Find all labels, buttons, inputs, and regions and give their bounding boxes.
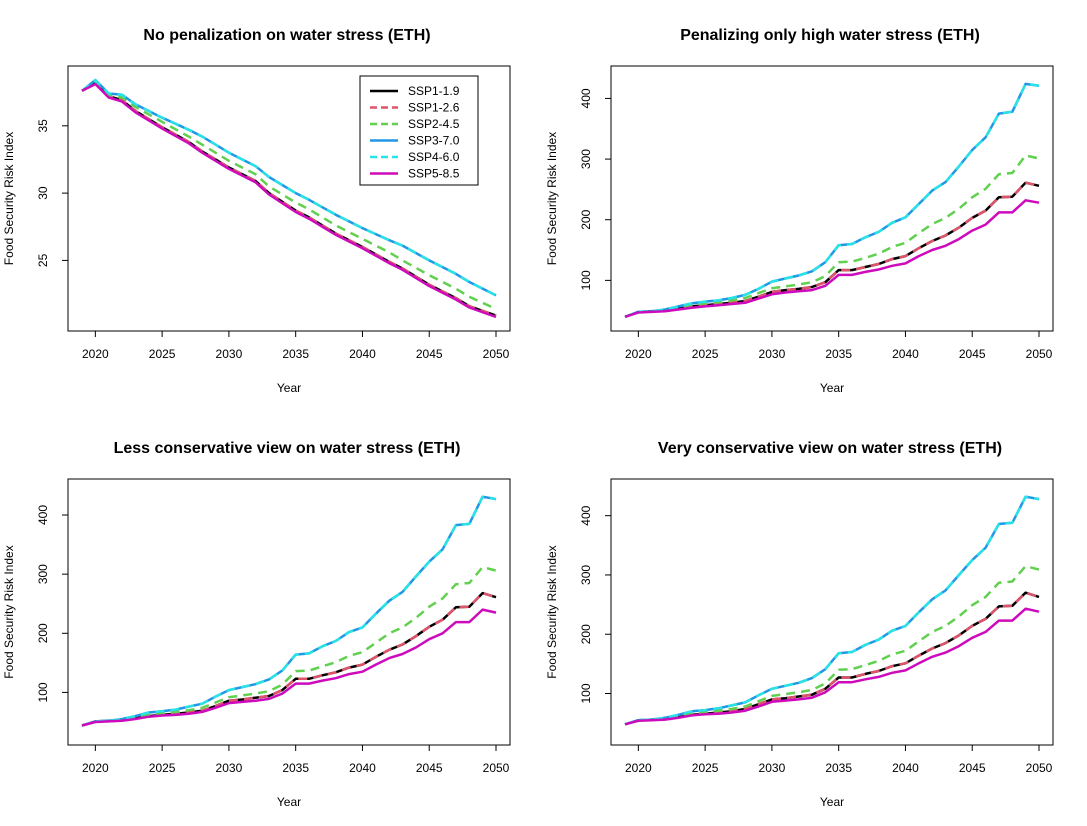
series-line-ssp2-4-5 xyxy=(624,154,1040,318)
chart-title: Less conservative view on water stress (… xyxy=(114,440,461,457)
legend-label: SSP1-2.6 xyxy=(408,101,460,115)
y-tick-label: 30 xyxy=(36,186,50,200)
series-line-ssp3-7-0 xyxy=(624,495,1040,726)
legend: SSP1-1.9 SSP1-2.6 SSP2-4.5 SSP3-7.0 SSP4-6.0… xyxy=(359,75,479,186)
y-axis: 100 200 300 400 xyxy=(36,505,69,702)
series-line-ssp5-8-5 xyxy=(81,82,497,319)
series-line-ssp4-6-0 xyxy=(81,78,497,297)
legend-label: SSP4-6.0 xyxy=(408,150,460,164)
series-line-ssp1-2-6 xyxy=(81,591,497,727)
x-tick-label: 2035 xyxy=(282,761,309,775)
legend-label: SSP5-8.5 xyxy=(408,167,460,181)
series-line-ssp1-1-9 xyxy=(624,591,1040,726)
series-line-ssp2-4-5 xyxy=(624,564,1040,726)
x-tick-label: 2040 xyxy=(892,761,919,775)
x-tick-label: 2040 xyxy=(349,347,376,361)
x-tick-label: 2040 xyxy=(349,761,376,775)
y-tick-label: 400 xyxy=(579,505,593,525)
series-line-ssp4-6-0 xyxy=(81,495,497,727)
x-tick-label: 2020 xyxy=(82,347,109,361)
x-tick-label: 2040 xyxy=(892,347,919,361)
x-tick-label: 2030 xyxy=(759,761,786,775)
x-tick-label: 2020 xyxy=(625,347,652,361)
x-tick-label: 2025 xyxy=(149,761,176,775)
y-axis-label: Food Security Risk Index xyxy=(2,132,16,265)
series-line-ssp1-1-9 xyxy=(624,181,1040,318)
x-tick-label: 2035 xyxy=(825,347,852,361)
y-tick-label: 300 xyxy=(579,149,593,169)
series-line-ssp1-2-6 xyxy=(624,591,1040,726)
x-tick-label: 2025 xyxy=(149,347,176,361)
chart-panel-3: Less conservative view on water stress (… xyxy=(2,440,511,809)
series-line-ssp5-8-5 xyxy=(624,607,1040,726)
chart-title: Penalizing only high water stress (ETH) xyxy=(680,27,980,44)
chart-panel-4: Very conservative view on water stress (… xyxy=(545,440,1054,809)
y-tick-label: 100 xyxy=(579,270,593,290)
series-line-ssp1-2-6 xyxy=(624,181,1040,318)
legend-label: SSP3-7.0 xyxy=(408,134,460,148)
series-line-ssp4-6-0 xyxy=(624,495,1040,726)
y-tick-label: 200 xyxy=(579,624,593,644)
x-tick-label: 2045 xyxy=(416,347,443,361)
series-line-ssp5-8-5 xyxy=(81,608,497,727)
y-tick-label: 200 xyxy=(579,209,593,229)
legend-label: SSP2-4.5 xyxy=(408,117,460,131)
x-tick-label: 2020 xyxy=(82,761,109,775)
x-tick-label: 2045 xyxy=(959,761,986,775)
y-tick-label: 300 xyxy=(36,564,50,584)
chart-title: Very conservative view on water stress (… xyxy=(658,440,1002,457)
y-axis: 25 30 35 xyxy=(36,119,69,267)
series-line-ssp1-1-9 xyxy=(81,591,497,727)
x-tick-label: 2045 xyxy=(416,761,443,775)
y-axis-label: Food Security Risk Index xyxy=(545,545,559,678)
x-tick-label: 2035 xyxy=(282,347,309,361)
chart-title: No penalization on water stress (ETH) xyxy=(143,27,430,44)
x-axis-label: Year xyxy=(277,381,301,395)
x-tick-label: 2030 xyxy=(216,761,243,775)
series-line-ssp2-4-5 xyxy=(81,565,497,727)
x-tick-label: 2035 xyxy=(825,761,852,775)
x-tick-label: 2045 xyxy=(959,347,986,361)
series-line-ssp5-8-5 xyxy=(624,199,1040,318)
chart-panel-2: Penalizing only high water stress (ETH) 2… xyxy=(545,27,1054,395)
y-tick-label: 400 xyxy=(36,505,50,525)
plot-frame xyxy=(610,478,1054,746)
y-tick-label: 100 xyxy=(579,683,593,703)
y-axis: 100 200 300 400 xyxy=(579,505,612,704)
x-axis-label: Year xyxy=(820,381,844,395)
x-axis: 2020 2025 2030 2035 2040 2045 2050 xyxy=(82,330,510,361)
y-tick-label: 300 xyxy=(579,565,593,585)
x-axis: 2020 2025 2030 2035 2040 2045 2050 xyxy=(82,744,510,775)
x-axis-label: Year xyxy=(820,795,844,809)
y-axis: 100 200 300 400 xyxy=(579,88,612,290)
y-axis-label: Food Security Risk Index xyxy=(545,132,559,265)
legend-box xyxy=(359,75,479,186)
legend-label: SSP1-1.9 xyxy=(408,84,460,98)
y-axis-label: Food Security Risk Index xyxy=(2,545,16,678)
series-line-ssp2-4-5 xyxy=(81,80,497,311)
x-axis: 2020 2025 2030 2035 2040 2045 2050 xyxy=(625,744,1053,775)
y-tick-label: 35 xyxy=(36,119,50,133)
chart-panel-1: No penalization on water stress (ETH) 202… xyxy=(2,27,511,395)
x-tick-label: 2050 xyxy=(1026,347,1053,361)
x-tick-label: 2050 xyxy=(1026,761,1053,775)
x-tick-label: 2020 xyxy=(625,761,652,775)
series-line-ssp4-6-0 xyxy=(624,82,1040,318)
x-tick-label: 2030 xyxy=(216,347,243,361)
y-tick-label: 100 xyxy=(36,682,50,702)
y-tick-label: 200 xyxy=(36,623,50,643)
y-tick-label: 400 xyxy=(579,88,593,108)
plot-frame xyxy=(610,65,1054,332)
x-axis-label: Year xyxy=(277,795,301,809)
x-tick-label: 2030 xyxy=(759,347,786,361)
x-tick-label: 2050 xyxy=(483,761,510,775)
x-axis: 2020 2025 2030 2035 2040 2045 2050 xyxy=(625,330,1053,361)
y-tick-label: 25 xyxy=(36,253,50,267)
series-line-ssp3-7-0 xyxy=(81,495,497,727)
x-tick-label: 2025 xyxy=(692,761,719,775)
x-tick-label: 2025 xyxy=(692,347,719,361)
plot-frame xyxy=(67,478,511,746)
x-tick-label: 2050 xyxy=(483,347,510,361)
